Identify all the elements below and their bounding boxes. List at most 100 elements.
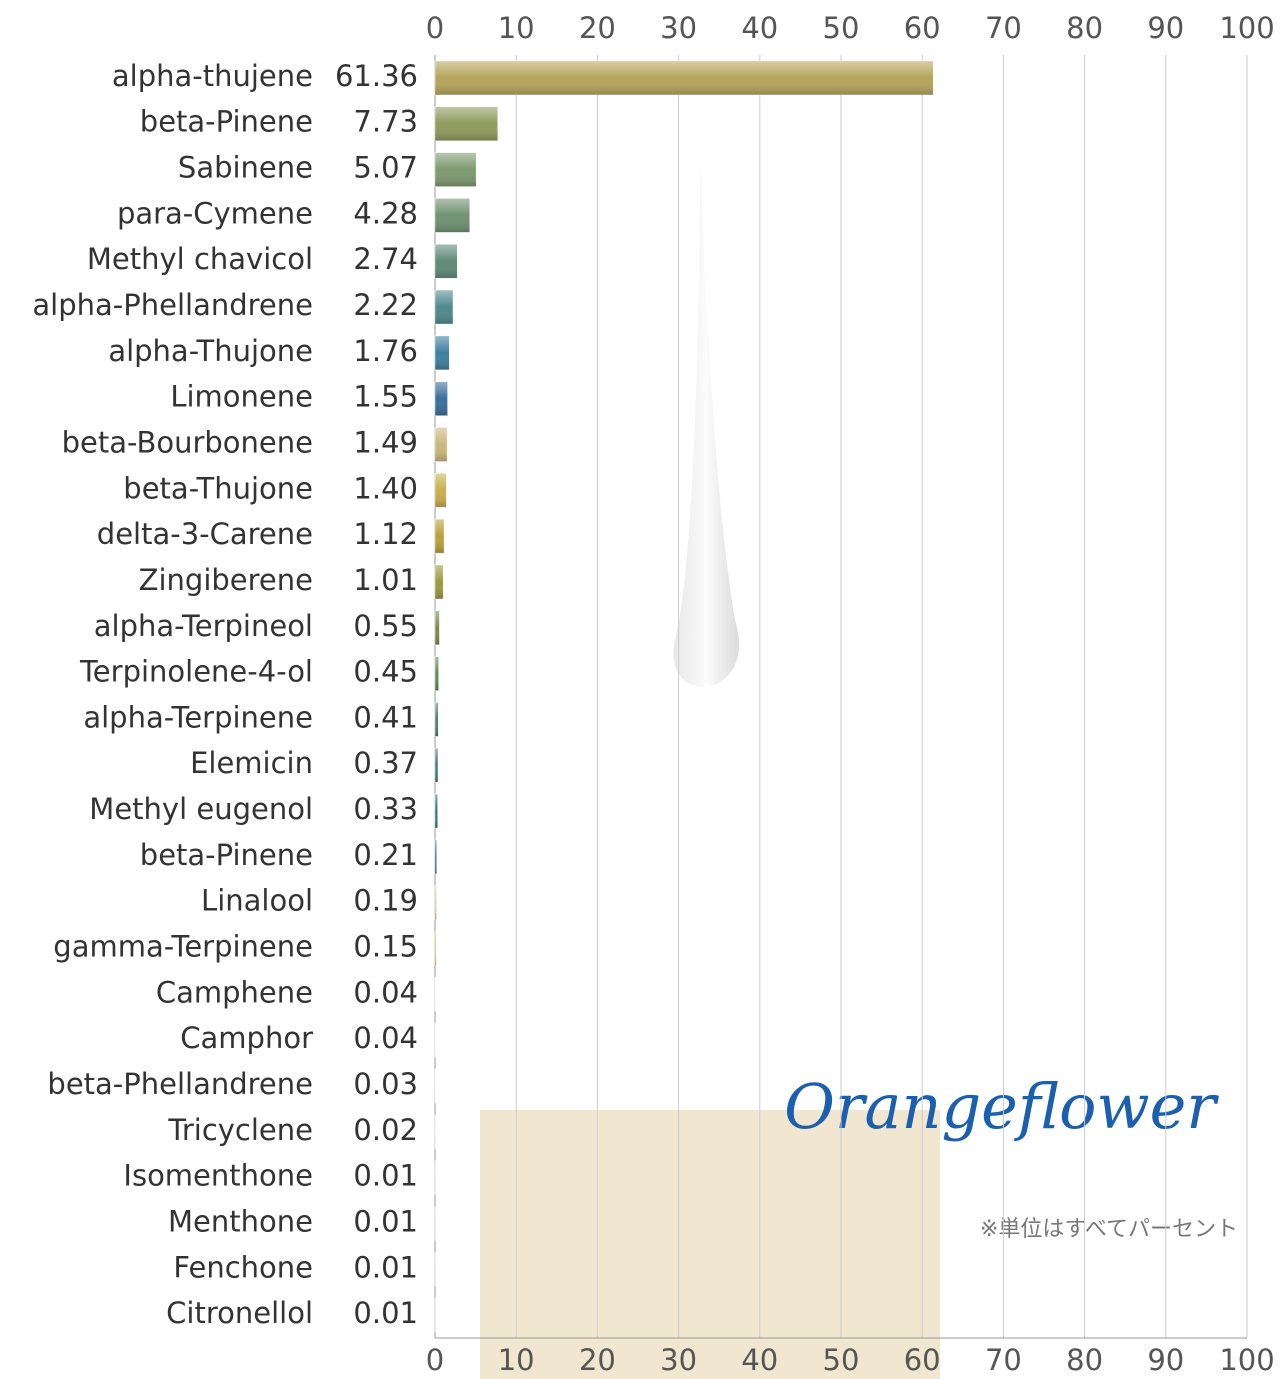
category-label: Terpinolene-4-ol [79, 655, 313, 689]
value-label: 0.15 [353, 930, 418, 964]
bar-shine [435, 702, 438, 736]
logo: Orangeflower [784, 1070, 1219, 1143]
category-label: alpha-Terpinene [83, 700, 313, 734]
category-label: gamma-Terpinene [53, 930, 313, 964]
category-label: Zingiberene [139, 563, 313, 597]
x-tick-label-top: 20 [579, 11, 616, 45]
value-label: 0.01 [353, 1250, 418, 1284]
x-tick-label-bottom: 60 [904, 1343, 941, 1377]
category-label: Linalool [201, 884, 313, 918]
value-label: 61.36 [335, 59, 418, 93]
x-tick-label-top: 50 [823, 11, 860, 45]
bar-shine [435, 611, 439, 645]
bottle-decoration [480, 1110, 940, 1379]
category-label: Camphor [180, 1021, 313, 1055]
x-tick-label-top: 80 [1066, 11, 1103, 45]
category-label: delta-3-Carene [97, 517, 313, 551]
bar-shine [435, 107, 498, 141]
value-label: 0.37 [353, 746, 418, 780]
category-label: beta-Bourbonene [62, 425, 313, 459]
value-label: 0.03 [353, 1067, 418, 1101]
value-label: 1.12 [353, 517, 418, 551]
value-label: 0.19 [353, 884, 418, 918]
category-label: Fenchone [173, 1250, 313, 1284]
value-label: 0.04 [353, 975, 418, 1009]
bar-shine [435, 840, 437, 874]
bar-shine [435, 382, 448, 416]
category-label: Methyl chavicol [87, 242, 313, 276]
x-tick-label-bottom: 50 [823, 1343, 860, 1377]
bar-shine [435, 565, 443, 599]
bar-shine [435, 657, 439, 691]
x-tick-label-top: 40 [741, 11, 778, 45]
chart: Orangeflower ※単位はすべてパーセント 00101020203030… [0, 0, 1282, 1379]
x-tick-label-bottom: 30 [660, 1343, 697, 1377]
category-label: Methyl eugenol [89, 792, 313, 826]
value-label: 2.74 [353, 242, 418, 276]
x-tick-label-top: 10 [498, 11, 535, 45]
category-label: para-Cymene [117, 196, 313, 230]
value-label: 0.55 [353, 609, 418, 643]
category-label: Camphene [156, 975, 313, 1009]
bar-shine [435, 519, 444, 553]
bar-shine [435, 153, 476, 187]
x-tick-label-bottom: 90 [1147, 1343, 1184, 1377]
bar-shine [435, 244, 457, 278]
value-label: 1.76 [353, 334, 418, 368]
value-label: 0.04 [353, 1021, 418, 1055]
bar-shine [435, 748, 438, 782]
value-label: 7.73 [353, 105, 418, 139]
category-label: Tricyclene [167, 1113, 313, 1147]
value-label: 1.49 [353, 425, 418, 459]
category-label: Menthone [168, 1204, 313, 1238]
drop-decoration [673, 150, 739, 687]
bar-shine [435, 473, 446, 507]
category-label: alpha-Phellandrene [32, 288, 313, 322]
value-label: 0.02 [353, 1113, 418, 1147]
x-tick-label-bottom: 20 [579, 1343, 616, 1377]
value-label: 0.01 [353, 1296, 418, 1330]
value-label: 1.40 [353, 471, 418, 505]
bar-shine [435, 290, 453, 324]
value-label: 0.21 [353, 838, 418, 872]
value-label: 2.22 [353, 288, 418, 322]
bar-shine [435, 427, 447, 461]
bar-shine [435, 794, 438, 828]
value-label: 0.33 [353, 792, 418, 826]
note: ※単位はすべてパーセント [980, 1217, 1238, 1242]
bar-shine [435, 336, 449, 370]
x-tick-label-top: 0 [426, 11, 444, 45]
x-tick-label-top: 100 [1219, 11, 1274, 45]
bar-shine [435, 61, 933, 95]
category-label: beta-Thujone [123, 471, 313, 505]
category-label: beta-Pinene [140, 838, 313, 872]
value-label: 4.28 [353, 196, 418, 230]
x-tick-label-bottom: 10 [498, 1343, 535, 1377]
category-label: beta-Phellandrene [47, 1067, 313, 1101]
value-label: 0.45 [353, 655, 418, 689]
category-label: Isomenthone [123, 1159, 313, 1193]
category-label: Limonene [170, 380, 313, 414]
value-label: 0.01 [353, 1204, 418, 1238]
x-tick-label-top: 70 [985, 11, 1022, 45]
x-tick-label-bottom: 100 [1219, 1343, 1274, 1377]
value-label: 5.07 [353, 151, 418, 185]
x-tick-label-bottom: 70 [985, 1343, 1022, 1377]
category-label: alpha-Terpineol [94, 609, 313, 643]
x-tick-label-top: 90 [1147, 11, 1184, 45]
category-label: Citronellol [166, 1296, 313, 1330]
category-label: Sabinene [178, 151, 313, 185]
value-label: 0.41 [353, 700, 418, 734]
value-label: 1.01 [353, 563, 418, 597]
x-tick-label-top: 60 [904, 11, 941, 45]
x-tick-label-bottom: 40 [741, 1343, 778, 1377]
bar-shine [435, 932, 436, 966]
bar-shine [435, 886, 437, 920]
category-label: alpha-Thujone [108, 334, 313, 368]
category-label: alpha-thujene [112, 59, 313, 93]
x-tick-label-bottom: 80 [1066, 1343, 1103, 1377]
x-tick-label-top: 30 [660, 11, 697, 45]
value-label: 1.55 [353, 380, 418, 414]
category-label: Elemicin [190, 746, 313, 780]
bar-shine [435, 198, 470, 232]
